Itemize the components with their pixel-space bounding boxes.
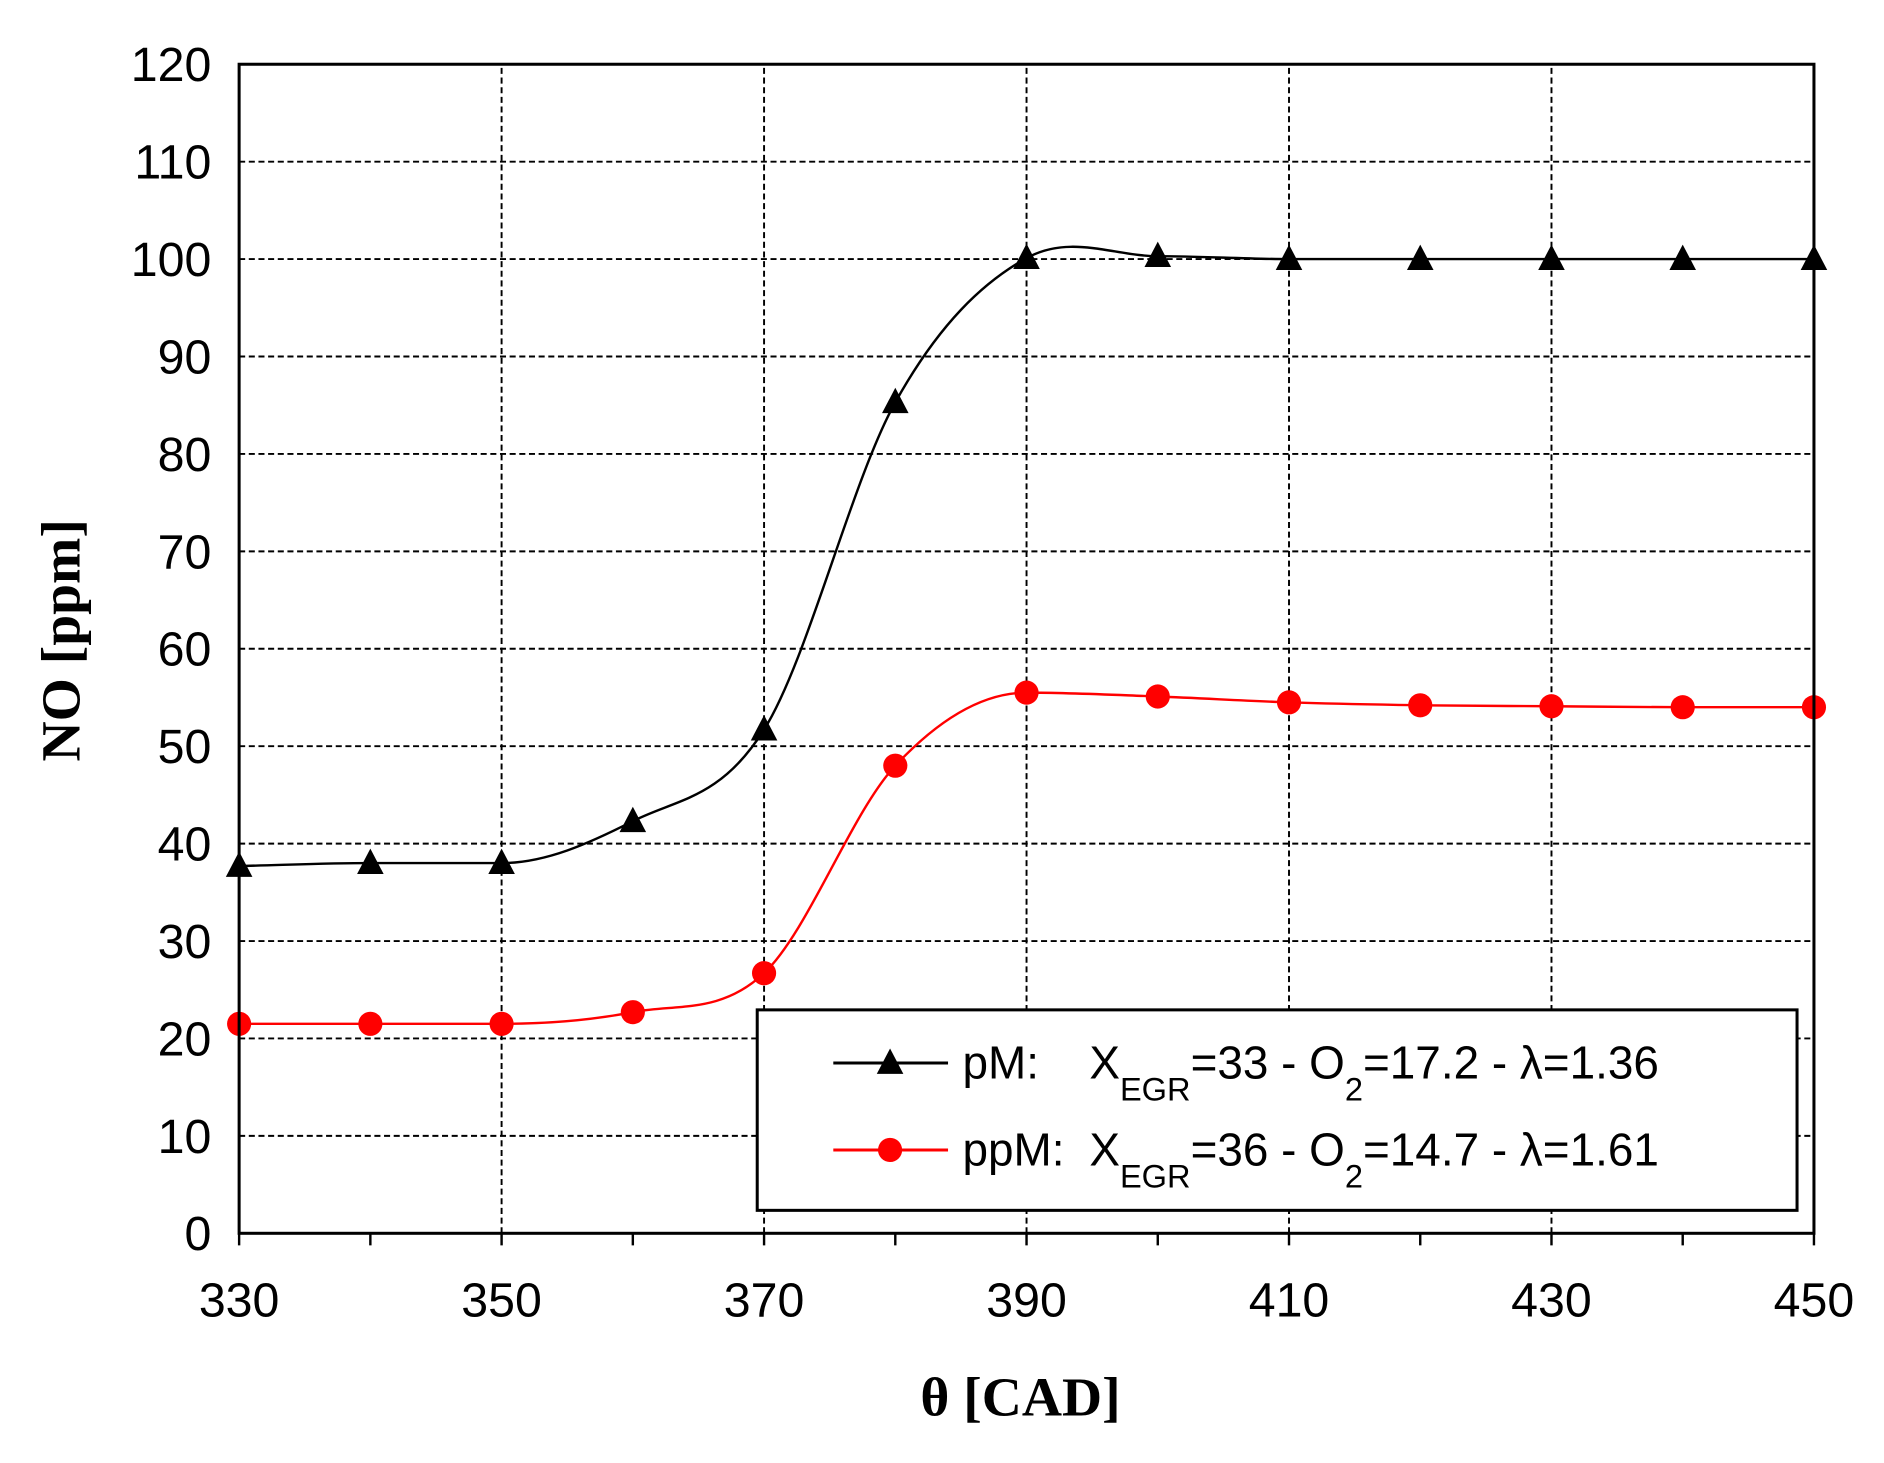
ppM-data-point xyxy=(1539,694,1564,719)
y-tick-label: 30 xyxy=(158,915,212,969)
pM-data-point xyxy=(1144,241,1172,268)
y-tick-label: 110 xyxy=(134,136,211,190)
legend-text-part: = xyxy=(1191,1037,1218,1089)
pM-data-point xyxy=(750,715,778,741)
y-tick-label: 40 xyxy=(158,818,212,872)
ppM-data-point xyxy=(1145,684,1170,709)
pM-data-point xyxy=(1406,244,1434,270)
legend-text-part: - λ= xyxy=(1479,1124,1570,1176)
legend-text-part: = xyxy=(1363,1037,1390,1089)
y-axis-label: NO [ppm] xyxy=(31,519,93,761)
legend-text-part: = xyxy=(1191,1124,1218,1176)
legend-text-part: EGR xyxy=(1120,1070,1191,1107)
y-tick-label: 0 xyxy=(184,1207,211,1261)
legend-text-part: X xyxy=(1089,1124,1120,1176)
y-tick-label: 60 xyxy=(158,623,212,677)
legend-text-part: 2 xyxy=(1345,1070,1363,1107)
legend-text-part: - O xyxy=(1268,1037,1344,1089)
legend-text-part: X xyxy=(1089,1037,1120,1089)
legend-text-part: 1.36 xyxy=(1570,1037,1659,1089)
legend-text-part: EGR xyxy=(1120,1157,1191,1194)
pM-data-point xyxy=(882,387,909,414)
series-layer xyxy=(225,241,1828,1036)
legend-text-part: - λ= xyxy=(1479,1037,1570,1089)
x-tick-label: 350 xyxy=(461,1274,542,1328)
legend-text-part: 1.61 xyxy=(1570,1124,1659,1176)
ppM-data-point xyxy=(620,1000,645,1025)
x-tick-label: 450 xyxy=(1774,1274,1855,1328)
x-tick-label: 330 xyxy=(199,1274,280,1328)
x-tick-label: 390 xyxy=(986,1274,1067,1328)
pM-line xyxy=(239,245,1814,868)
legend-ppM-marker xyxy=(877,1137,903,1163)
legend-text-part: - O xyxy=(1268,1124,1344,1176)
y-tick-label: 80 xyxy=(158,428,212,482)
legend-text-part: pM: xyxy=(963,1037,1039,1089)
y-tick-label: 20 xyxy=(158,1012,212,1066)
ppM-data-point xyxy=(751,961,777,986)
y-tick-label: 100 xyxy=(131,233,212,287)
legend-text-part: ppM: xyxy=(963,1124,1065,1176)
y-tick-label: 10 xyxy=(158,1110,212,1164)
y-tick-label: 120 xyxy=(131,38,212,92)
ppM-data-point xyxy=(358,1011,383,1036)
ppM-data-point xyxy=(1670,695,1695,720)
legend-ppM-label: ppM: XEGR=36 - O2=14.7 - λ=1.61 xyxy=(963,1124,1659,1195)
legend-text-part: 14.7 xyxy=(1390,1124,1479,1176)
y-tick-label: 90 xyxy=(158,330,212,384)
ppM-data-point xyxy=(1408,693,1433,718)
legend-text-part: = xyxy=(1363,1124,1390,1176)
ppM-data-point xyxy=(489,1011,514,1036)
legend-text-part: 2 xyxy=(1345,1157,1363,1194)
ppM-data-point xyxy=(1014,680,1039,705)
ppM-data-point xyxy=(1276,690,1302,715)
pM-data-point xyxy=(1013,243,1040,269)
x-tick-label: 430 xyxy=(1511,1274,1592,1328)
pM-data-point xyxy=(1538,244,1565,270)
legend-text-part: 33 xyxy=(1217,1037,1268,1089)
legend-text-part: 17.2 xyxy=(1390,1037,1479,1089)
y-tick-label: 70 xyxy=(158,525,212,579)
ppM-line xyxy=(239,691,1814,1026)
tick-labels: 0 10 20 30 40 50 60 70 80 90 100 110 120 330 350 370 390… xyxy=(131,38,1854,1327)
pM-data-point xyxy=(619,806,647,833)
pM-data-point xyxy=(357,848,384,874)
x-axis-label: θ [CAD] xyxy=(920,1367,1120,1429)
x-tick-label: 410 xyxy=(1249,1274,1330,1328)
pM-data-point xyxy=(488,848,515,874)
ppM-data-point xyxy=(883,753,908,778)
y-tick-label: 50 xyxy=(158,720,212,774)
legend-text-part: 36 xyxy=(1217,1124,1268,1176)
pM-data-point xyxy=(1275,244,1303,270)
pM-data-point xyxy=(1669,244,1697,270)
legend-pM-marker xyxy=(876,1048,904,1074)
x-tick-label: 370 xyxy=(724,1274,805,1328)
legend-box xyxy=(755,1008,1799,1212)
legend-pM-label: pM: XEGR=33 - O2=17.2 - λ=1.36 xyxy=(963,1037,1659,1108)
